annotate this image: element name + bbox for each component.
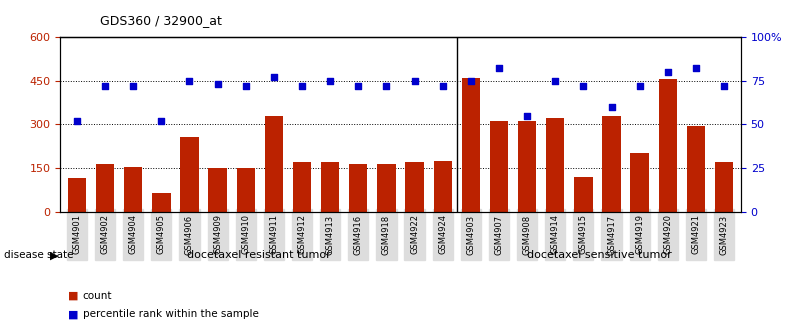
Point — [352, 83, 364, 89]
Text: ■: ■ — [68, 291, 78, 301]
Bar — [461, 78, 480, 212]
Bar — [405, 162, 424, 212]
Point — [409, 78, 421, 83]
Point — [437, 83, 449, 89]
Bar — [152, 193, 171, 212]
Bar — [124, 167, 143, 212]
Point — [634, 83, 646, 89]
Point — [605, 104, 618, 110]
Bar — [658, 79, 677, 212]
Point — [183, 78, 196, 83]
Point — [268, 75, 280, 80]
Bar — [686, 126, 705, 212]
Point — [465, 78, 477, 83]
Point — [690, 66, 702, 71]
Point — [239, 83, 252, 89]
Point — [718, 83, 731, 89]
Text: ■: ■ — [68, 309, 78, 319]
Bar — [96, 164, 115, 212]
Bar — [321, 162, 340, 212]
Point — [296, 83, 308, 89]
Bar — [236, 168, 255, 212]
Point — [211, 81, 224, 87]
Bar — [518, 121, 536, 212]
Point — [662, 69, 674, 75]
Text: docetaxel resistant tumor: docetaxel resistant tumor — [187, 250, 331, 260]
Text: disease state: disease state — [4, 250, 74, 260]
Bar — [349, 164, 368, 212]
Text: count: count — [83, 291, 112, 301]
Bar — [180, 137, 199, 212]
Point — [493, 66, 505, 71]
Bar — [293, 162, 311, 212]
Point — [380, 83, 392, 89]
Point — [99, 83, 111, 89]
Bar — [602, 116, 621, 212]
Point — [549, 78, 562, 83]
Point — [324, 78, 336, 83]
Text: docetaxel sensitive tumor: docetaxel sensitive tumor — [527, 250, 671, 260]
Text: GDS360 / 32900_at: GDS360 / 32900_at — [100, 14, 222, 27]
Point — [127, 83, 139, 89]
Point — [521, 113, 533, 118]
Text: ▶: ▶ — [50, 250, 59, 260]
Bar — [715, 162, 733, 212]
Point — [577, 83, 590, 89]
Bar — [630, 154, 649, 212]
Bar — [490, 121, 508, 212]
Point — [70, 118, 83, 124]
Bar — [377, 164, 396, 212]
Bar — [546, 119, 565, 212]
Point — [155, 118, 167, 124]
Text: percentile rank within the sample: percentile rank within the sample — [83, 309, 259, 319]
Bar — [265, 116, 283, 212]
Bar — [433, 161, 452, 212]
Bar — [68, 178, 86, 212]
Bar — [208, 168, 227, 212]
Bar — [574, 177, 593, 212]
